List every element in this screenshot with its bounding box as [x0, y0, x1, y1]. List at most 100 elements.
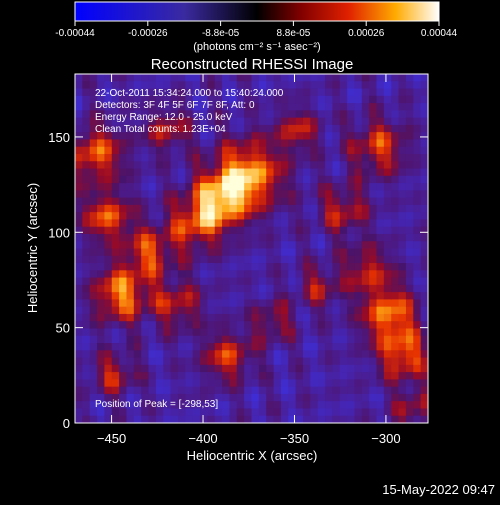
- heatmap-cell: [347, 372, 356, 380]
- heatmap-cell: [251, 153, 260, 162]
- heatmap-cell: [192, 255, 201, 264]
- heatmap-cell: [97, 393, 106, 402]
- heatmap-cell: [258, 328, 267, 337]
- heatmap-cell: [155, 241, 164, 250]
- heatmap-cell: [104, 306, 113, 315]
- heatmap-cell: [141, 393, 150, 402]
- heatmap-cell: [75, 292, 83, 300]
- heatmap-cell: [273, 161, 282, 170]
- heatmap-cell: [391, 139, 400, 148]
- heatmap-cell: [383, 386, 392, 395]
- heatmap-cell: [258, 393, 267, 402]
- heatmap-cell: [347, 299, 356, 308]
- heatmap-cell: [200, 153, 208, 162]
- heatmap-cell: [111, 190, 120, 199]
- heatmap-cell: [82, 357, 91, 366]
- heatmap-cell: [405, 241, 414, 250]
- heatmap-cell: [222, 364, 231, 373]
- heatmap-cell: [104, 393, 113, 402]
- heatmap-cell: [266, 132, 275, 141]
- heatmap-cell: [97, 139, 106, 148]
- heatmap-cell: [185, 161, 194, 170]
- heatmap-cell: [214, 212, 223, 221]
- heatmap-cell: [376, 386, 385, 395]
- heatmap-cell: [280, 350, 289, 359]
- heatmap-cell: [229, 241, 238, 250]
- heatmap-cell: [339, 153, 348, 162]
- heatmap-cell: [383, 95, 392, 104]
- heatmap-cell: [222, 95, 231, 104]
- heatmap-cell: [163, 277, 172, 286]
- heatmap-cell: [280, 248, 289, 257]
- heatmap-cell: [347, 168, 356, 177]
- heatmap-cell: [361, 204, 370, 213]
- heatmap-cell: [141, 255, 150, 264]
- heatmap-cell: [229, 263, 238, 271]
- heatmap-cell: [200, 263, 208, 271]
- heatmap-cell: [236, 226, 245, 235]
- heatmap-cell: [126, 139, 135, 148]
- heatmap-cell: [82, 139, 91, 148]
- heatmap-cell: [148, 393, 157, 402]
- heatmap-cell: [273, 153, 282, 162]
- heatmap-cell: [295, 263, 304, 271]
- heatmap-cell: [310, 226, 319, 235]
- heatmap-cell: [405, 233, 414, 242]
- heatmap-cell: [413, 350, 422, 359]
- heatmap-cell: [347, 212, 356, 221]
- heatmap-cell: [163, 306, 172, 315]
- heatmap-cell: [310, 277, 319, 286]
- heatmap-cell: [207, 212, 216, 221]
- heatmap-cell: [405, 379, 414, 388]
- heatmap-cell: [104, 117, 113, 126]
- heatmap-cell: [295, 401, 304, 410]
- heatmap-cell: [207, 110, 216, 119]
- heatmap-cell: [325, 292, 333, 300]
- heatmap-cell: [288, 343, 297, 351]
- heatmap-cell: [347, 95, 356, 104]
- heatmap-cell: [295, 350, 304, 359]
- heatmap-cell: [398, 161, 407, 170]
- heatmap-cell: [361, 197, 370, 206]
- heatmap-cell: [126, 299, 135, 308]
- heatmap-cell: [170, 343, 179, 351]
- heatmap-cell: [163, 153, 172, 162]
- heatmap-cell: [177, 277, 186, 286]
- heatmap-cell: [229, 146, 238, 155]
- heatmap-cell: [236, 103, 245, 111]
- heatmap-cell: [97, 74, 106, 82]
- heatmap-cell: [236, 299, 245, 308]
- heatmap-cell: [192, 277, 201, 286]
- heatmap-cell: [273, 204, 282, 213]
- heatmap-cell: [420, 408, 428, 417]
- heatmap-cell: [288, 168, 297, 177]
- heatmap-cell: [398, 190, 407, 199]
- heatmap-cell: [214, 226, 223, 235]
- heatmap-cell: [369, 255, 378, 264]
- heatmap-cell: [244, 270, 253, 279]
- heatmap-cell: [302, 74, 311, 82]
- heatmap-cell: [405, 168, 414, 177]
- heatmap-cell: [222, 277, 231, 286]
- heatmap-cell: [104, 175, 113, 184]
- heatmap-cell: [391, 306, 400, 315]
- heatmap-cell: [288, 350, 297, 359]
- heatmap-cell: [325, 197, 333, 206]
- heatmap-cell: [413, 393, 422, 402]
- heatmap-cell: [398, 379, 407, 388]
- heatmap-cell: [310, 117, 319, 126]
- heatmap-cell: [163, 168, 172, 177]
- heatmap-cell: [126, 95, 135, 104]
- heatmap-cell: [258, 241, 267, 250]
- heatmap-cell: [398, 386, 407, 395]
- heatmap-cell: [163, 313, 172, 322]
- heatmap-cell: [111, 153, 120, 162]
- heatmap-cell: [295, 139, 304, 148]
- heatmap-cell: [229, 255, 238, 264]
- heatmap-cell: [89, 226, 98, 235]
- heatmap-cell: [75, 306, 83, 315]
- heatmap-cell: [207, 415, 216, 423]
- heatmap-cell: [111, 139, 120, 148]
- heatmap-cell: [192, 103, 201, 111]
- heatmap-cell: [258, 292, 267, 300]
